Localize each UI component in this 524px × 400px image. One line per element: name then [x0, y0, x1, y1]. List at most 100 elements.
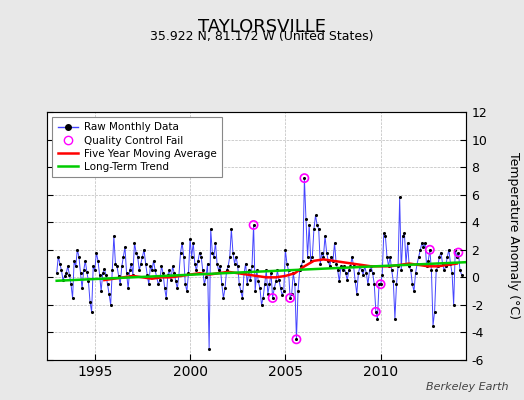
Point	[152, 274, 161, 280]
Point	[99, 270, 107, 276]
Point	[186, 236, 194, 242]
Point	[297, 263, 305, 270]
Point	[285, 267, 293, 274]
Point	[184, 270, 193, 276]
Point	[339, 267, 347, 274]
Point	[300, 175, 309, 181]
Point	[273, 267, 281, 274]
Point	[222, 267, 231, 274]
Point	[405, 263, 413, 270]
Point	[173, 285, 181, 292]
Point	[422, 263, 431, 270]
Point	[292, 336, 301, 342]
Point	[376, 281, 385, 288]
Point	[397, 267, 406, 274]
Point	[242, 260, 250, 267]
Point	[379, 230, 388, 236]
Point	[429, 322, 437, 329]
Point	[392, 281, 401, 288]
Point	[189, 240, 198, 246]
Point	[129, 271, 137, 278]
Point	[57, 267, 66, 274]
Point	[63, 263, 72, 270]
Point	[322, 249, 331, 256]
Point	[307, 258, 315, 264]
Point	[208, 249, 216, 256]
Point	[314, 226, 323, 232]
Point	[454, 249, 463, 256]
Point	[170, 270, 178, 276]
Point	[345, 267, 353, 274]
Point	[383, 254, 391, 260]
Point	[281, 246, 290, 253]
Point	[78, 285, 86, 292]
Point	[370, 281, 378, 288]
Point	[105, 291, 113, 297]
Point	[357, 267, 366, 274]
Point	[350, 263, 358, 270]
Point	[421, 240, 429, 246]
Point	[235, 281, 244, 288]
Point	[292, 336, 301, 342]
Point	[160, 285, 169, 292]
Point	[432, 267, 440, 274]
Point	[399, 233, 407, 239]
Point	[234, 263, 242, 270]
Point	[433, 263, 442, 270]
Point	[94, 258, 102, 264]
Point	[270, 285, 278, 292]
Point	[414, 254, 423, 260]
Point	[408, 281, 417, 288]
Point	[300, 175, 309, 181]
Point	[373, 316, 381, 322]
Point	[342, 270, 350, 276]
Point	[237, 288, 245, 294]
Point	[457, 271, 466, 278]
Point	[163, 271, 172, 278]
Point	[124, 285, 133, 292]
Point	[137, 260, 145, 267]
Point	[138, 254, 147, 260]
Point	[88, 308, 96, 315]
Point	[240, 270, 248, 276]
Point	[141, 260, 150, 267]
Point	[245, 267, 253, 274]
Point	[286, 295, 294, 301]
Point	[440, 267, 449, 274]
Point	[56, 260, 64, 267]
Point	[224, 263, 232, 270]
Point	[59, 277, 67, 283]
Point	[181, 281, 190, 288]
Point	[424, 258, 432, 264]
Point	[448, 270, 456, 276]
Point	[262, 267, 270, 274]
Point	[180, 254, 188, 260]
Point	[439, 260, 447, 267]
Point	[248, 263, 256, 270]
Point	[313, 222, 321, 228]
Point	[77, 270, 85, 276]
Point	[294, 288, 302, 294]
Point	[343, 277, 352, 283]
Point	[134, 254, 142, 260]
Point	[194, 258, 202, 264]
Point	[192, 267, 201, 274]
Point	[419, 244, 428, 250]
Point	[132, 249, 140, 256]
Point	[114, 273, 123, 279]
Point	[183, 288, 191, 294]
Point	[283, 260, 291, 267]
Point	[206, 226, 215, 232]
Point	[334, 267, 342, 274]
Point	[254, 278, 263, 285]
Point	[156, 277, 164, 283]
Point	[291, 281, 299, 288]
Text: Berkeley Earth: Berkeley Earth	[426, 382, 508, 392]
Point	[102, 271, 110, 278]
Point	[113, 263, 121, 270]
Point	[257, 302, 266, 308]
Point	[280, 288, 288, 294]
Point	[200, 281, 209, 288]
Point	[116, 281, 124, 288]
Point	[123, 270, 131, 276]
